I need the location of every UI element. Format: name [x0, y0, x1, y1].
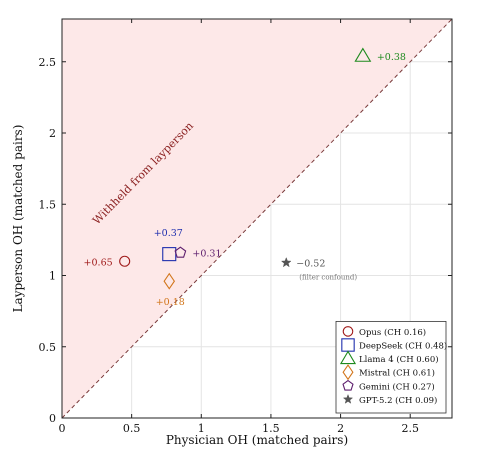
withheld-region — [62, 19, 452, 418]
data-point — [119, 255, 131, 267]
data-note: (filter confound) — [299, 274, 357, 282]
x-tick-label: 1 — [198, 422, 205, 435]
x-tick-label: 0.5 — [123, 422, 141, 435]
legend-label: Mistral (CH 0.61) — [359, 368, 435, 379]
x-tick-label: 1.5 — [262, 422, 280, 435]
legend-label: DeepSeek (CH 0.48) — [359, 341, 447, 352]
y-tick-label: 1.5 — [39, 198, 57, 211]
plot-frame — [61, 18, 453, 419]
data-label: +0.65 — [84, 257, 113, 268]
axis-ticks: 0 0.5 1 1.5 2 2.5 0 0.5 1 1.5 2 2.5 — [39, 19, 452, 435]
x-axis-label: Physician OH (matched pairs) — [166, 433, 348, 447]
legend-marker — [342, 393, 354, 404]
data-points: +0.65 +0.37 +0.38 +0.18 +0.31 −0.52 (filter co… — [84, 47, 406, 308]
data-label: +0.18 — [156, 297, 185, 308]
x-tick-label: 0 — [59, 422, 66, 435]
data-point — [280, 256, 292, 268]
legend-marker — [339, 350, 357, 365]
legend-label: Gemini (CH 0.27) — [359, 381, 435, 392]
data-label: +0.31 — [192, 249, 221, 260]
data-label: +0.38 — [377, 52, 406, 63]
data-point — [174, 246, 187, 258]
legend-marker — [342, 326, 354, 337]
legend-box — [335, 320, 447, 414]
y-axis-label: Layperson OH (matched pairs) — [11, 125, 25, 313]
legend-label: Opus (CH 0.16) — [359, 327, 426, 338]
data-label: −0.52 — [296, 259, 325, 270]
y-tick-label: 2 — [49, 127, 56, 140]
legend: Opus (CH 0.16) DeepSeek (CH 0.48) Llama 4 … — [335, 320, 447, 414]
diagonal-line — [61, 18, 453, 419]
legend-marker — [342, 364, 354, 381]
y-tick-label: 0.5 — [39, 341, 57, 354]
data-point — [163, 272, 176, 290]
y-tick-label: 0 — [49, 412, 56, 425]
legend-label: GPT-5.2 (CH 0.09) — [359, 395, 437, 406]
y-tick-label: 2.5 — [39, 56, 57, 69]
legend-marker — [342, 379, 354, 391]
data-point — [354, 47, 372, 62]
y-tick-label: 1 — [49, 270, 56, 283]
legend-label: Llama 4 (CH 0.60) — [359, 354, 439, 365]
data-label: +0.37 — [154, 228, 183, 239]
x-tick-label: 2.5 — [401, 422, 419, 435]
x-tick-label: 2 — [337, 422, 344, 435]
